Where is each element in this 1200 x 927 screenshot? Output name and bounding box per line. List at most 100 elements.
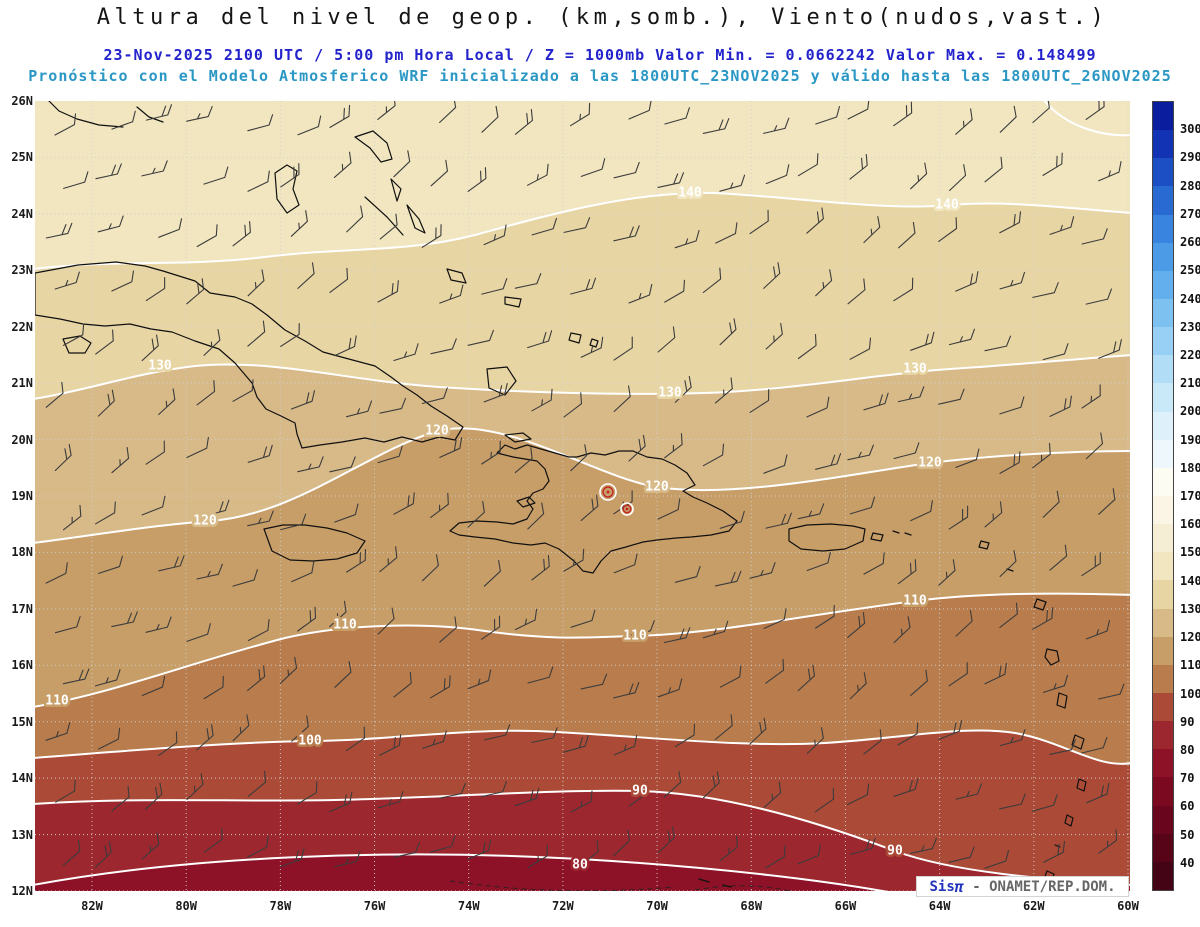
wind-barb [763,454,788,474]
wind-barb [613,161,640,179]
lon-tick-label: 66W [834,899,857,913]
wind-barb [203,328,221,356]
contour-label-140: 140 [678,186,702,201]
wind-barb [657,326,676,353]
colorbar-label: 110 [1180,658,1200,673]
colorbar-cell [1153,158,1173,187]
wind-barb [141,832,160,860]
wind-barb [141,495,166,516]
wind-barb [1081,552,1101,577]
wind-barb [893,616,911,644]
wind-barb [63,171,89,189]
wind-barb [765,164,790,185]
wind-barb [765,658,785,684]
wind-barb [806,207,824,234]
wind-barb [570,790,593,813]
wind-barb [955,783,982,800]
coastline-hispaniola [449,444,738,574]
lat-tick-label: 25N [11,150,33,165]
wind-barb [97,389,115,417]
colorbar-cell [1153,805,1173,834]
coastline-andros [274,164,300,214]
colorbar-label: 270 [1180,206,1200,221]
wind-barb [290,390,316,410]
wind-barb [196,563,223,580]
wind-barb [847,101,870,120]
wind-barb [580,494,599,521]
contour-label-100: 100 [298,734,322,749]
wind-barb [1081,228,1108,245]
wind-barb [563,548,585,572]
wind-barb [429,835,456,853]
lat-tick-label: 12N [11,884,33,898]
wind-barb [111,270,135,292]
wind-barb [955,609,973,637]
colorbar-cell [1153,833,1173,862]
wind-barb [765,322,783,350]
wind-barb [95,501,116,525]
wind-barb [893,277,914,302]
wind-barb [949,164,967,192]
wind-barb [483,724,511,741]
wind-barb [657,498,681,520]
coastline-gonave [516,496,536,508]
coastline-florida [48,101,164,128]
colorbar-cell [1153,383,1173,412]
wind-barb [674,375,692,403]
wind-barb [393,492,415,515]
wind-barb [334,503,359,523]
wind-barb [514,109,533,135]
coastline-virgin-islands [870,530,912,542]
wind-barb [45,222,73,239]
wind-barb [1043,840,1066,863]
wind-barb [702,267,722,294]
colorbar-label: 300 [1180,122,1200,137]
wind-barb [111,447,130,474]
wind-barb [815,105,841,125]
wind-barb [1032,101,1050,124]
extrema-dot [606,490,610,494]
wind-barb [1032,282,1059,298]
wind-barb [797,503,825,520]
colorbar-cell [1153,439,1173,468]
wind-barb [480,615,501,640]
model-init-line: Pronóstico con el Modelo Atmosferico WRF… [28,67,1172,85]
wind-barb [849,154,868,180]
colorbar-label: 220 [1180,347,1200,362]
colorbar-label: 230 [1180,319,1200,334]
lat-tick-label: 17N [11,601,33,616]
contour-line-90 [35,789,1130,886]
wind-barb [62,323,85,346]
wind-barb [377,445,403,464]
wind-barb [329,456,356,473]
wind-barb [45,722,71,741]
wind-barb [379,734,402,756]
wind-barb [514,787,540,807]
wind-barb [421,224,442,248]
lon-tick-label: 74W [457,899,480,913]
contour-line-80 [35,853,889,891]
band-below-80 [35,854,883,891]
wind-barb [54,616,81,634]
wind-barb [95,163,122,180]
wind-barb [145,277,166,302]
wind-barb [863,729,882,755]
wind-barb [290,210,308,237]
wind-barb [247,665,266,692]
wind-barb [280,163,300,188]
lat-tick-label: 20N [11,432,33,447]
wind-barb [863,552,885,575]
colorbar-cell [1153,102,1173,131]
wind-barb [714,570,742,587]
wind-barb [329,104,351,128]
coastline-puerto-rico [788,523,866,552]
wind-barb [714,377,733,404]
wind-barb [702,443,725,467]
wind-barb [247,619,270,642]
wind-barb [664,107,690,125]
wind-barb [910,500,933,522]
wind-barb [430,338,457,355]
contour-label-120: 120 [918,456,942,471]
wind-barb [570,277,597,295]
wind-barb [763,781,782,808]
